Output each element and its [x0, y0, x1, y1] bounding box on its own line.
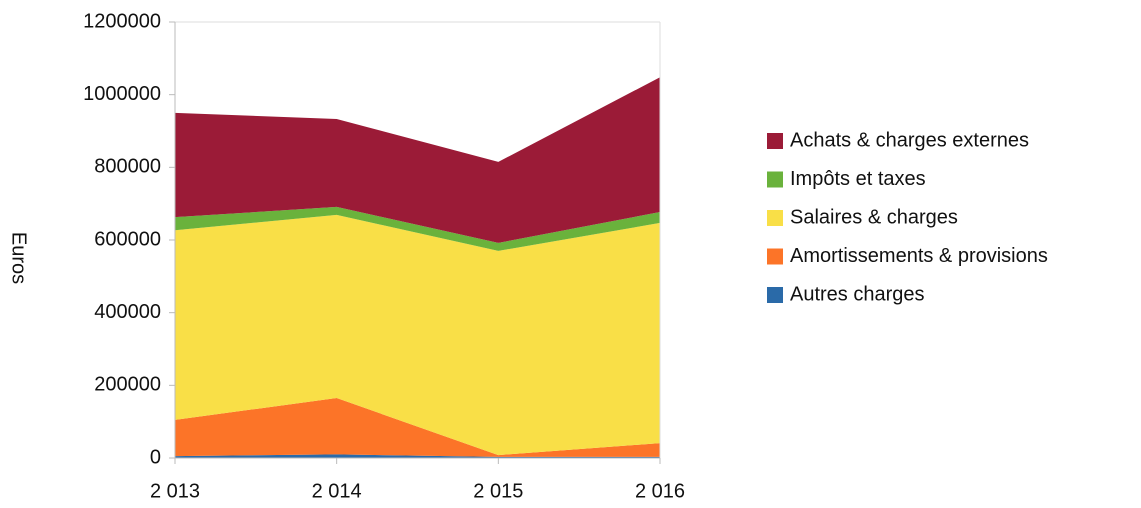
legend-swatch [767, 210, 783, 226]
y-tick-label: 600000 [94, 228, 161, 250]
area [175, 77, 660, 243]
x-tick-label: 2 013 [150, 480, 200, 502]
legend-label: Impôts et taxes [790, 168, 926, 190]
y-tick-label: 400000 [94, 301, 161, 323]
x-tick-label: 2 016 [635, 480, 685, 502]
legend-swatch [767, 287, 783, 303]
area [175, 214, 660, 456]
y-tick-label: 0 [150, 446, 161, 468]
legend-label: Amortissements & provisions [790, 245, 1048, 267]
legend-swatch [767, 248, 783, 265]
legend-label: Achats & charges externes [790, 129, 1029, 151]
area [175, 206, 660, 251]
y-tick-label: 1200000 [83, 10, 161, 32]
legend-label: Salaires & charges [790, 206, 958, 228]
y-axis-label: Euros [8, 232, 30, 284]
area [175, 398, 660, 457]
y-tick-label: 1000000 [83, 83, 161, 105]
x-tick-label: 2 014 [312, 480, 362, 502]
y-tick-label: 800000 [94, 156, 161, 178]
x-tick-label: 2 015 [473, 480, 523, 502]
legend-swatch [767, 171, 783, 188]
legend-label: Autres charges [790, 283, 925, 305]
area [175, 454, 660, 458]
legend-swatch [767, 133, 783, 149]
y-tick-label: 200000 [94, 374, 161, 396]
